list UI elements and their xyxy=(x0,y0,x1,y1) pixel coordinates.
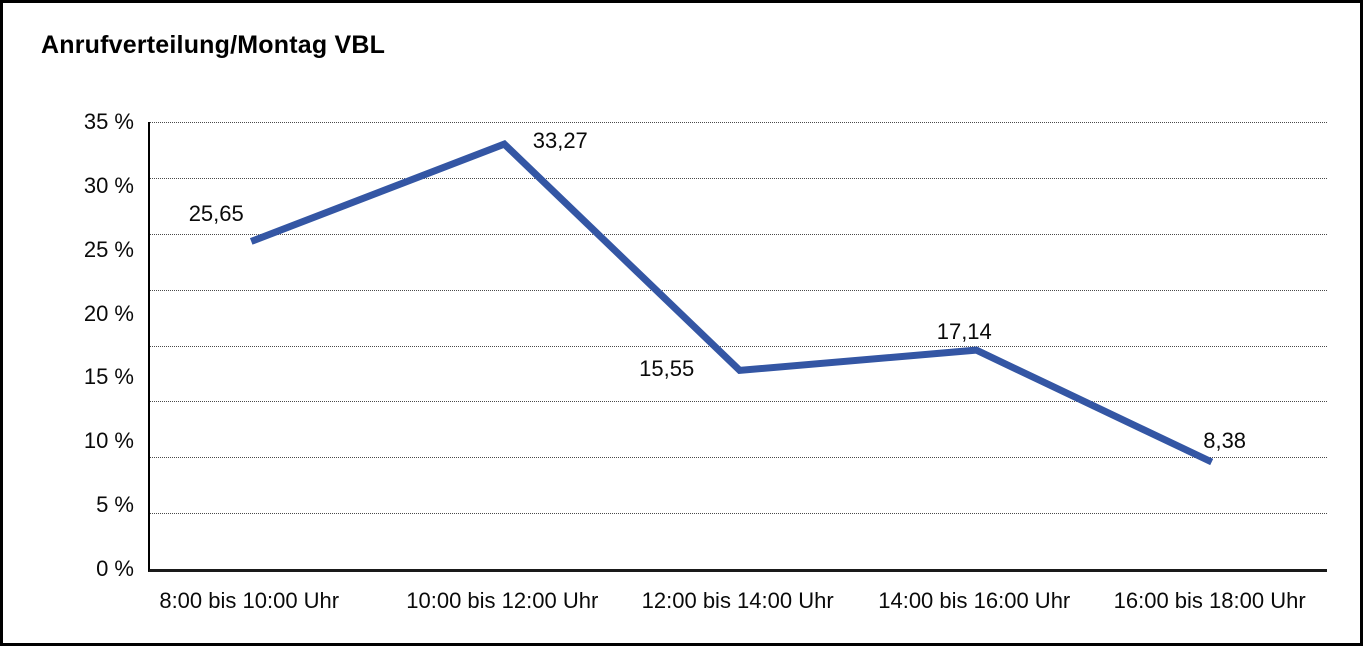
series-line-svg xyxy=(249,140,1214,466)
y-tick-label: 15 % xyxy=(83,364,134,390)
gridline xyxy=(150,457,1327,459)
x-tick-label: 14:00 bis 16:00 Uhr xyxy=(878,588,1071,613)
series-line xyxy=(249,140,1214,466)
chart-title: Anrufverteilung/Montag VBL xyxy=(41,31,386,59)
data-point-label: 15,55 xyxy=(639,356,695,382)
x-tick-label: 8:00 bis 10:00 Uhr xyxy=(159,588,340,613)
gridline xyxy=(150,233,1327,235)
x-tick-label: 12:00 bis 14:00 Uhr xyxy=(641,588,834,613)
gridline xyxy=(150,401,1327,403)
y-tick-label: 5 % xyxy=(96,492,134,518)
y-tick-label: 30 % xyxy=(83,172,134,198)
y-tick-label: 0 % xyxy=(96,556,134,581)
y-tick-label: 10 % xyxy=(83,428,134,454)
x-tick-label: 10:00 bis 12:00 Uhr xyxy=(406,588,599,613)
gridline xyxy=(150,513,1327,515)
y-tick-label: 35 % xyxy=(83,109,134,134)
plot-area xyxy=(148,122,1327,572)
data-point-label: 8,38 xyxy=(1203,427,1247,453)
y-tick-label: 25 % xyxy=(83,236,134,262)
gridline xyxy=(150,177,1327,179)
x-tick-label: 16:00 bis 18:00 Uhr xyxy=(1113,588,1306,613)
gridline xyxy=(150,122,1327,123)
data-point-label: 17,14 xyxy=(936,319,992,345)
gridline xyxy=(150,345,1327,347)
data-point-label: 25,65 xyxy=(188,201,244,227)
gridline xyxy=(150,289,1327,291)
y-tick-label: 20 % xyxy=(83,300,134,326)
data-point-label: 33,27 xyxy=(532,128,588,154)
